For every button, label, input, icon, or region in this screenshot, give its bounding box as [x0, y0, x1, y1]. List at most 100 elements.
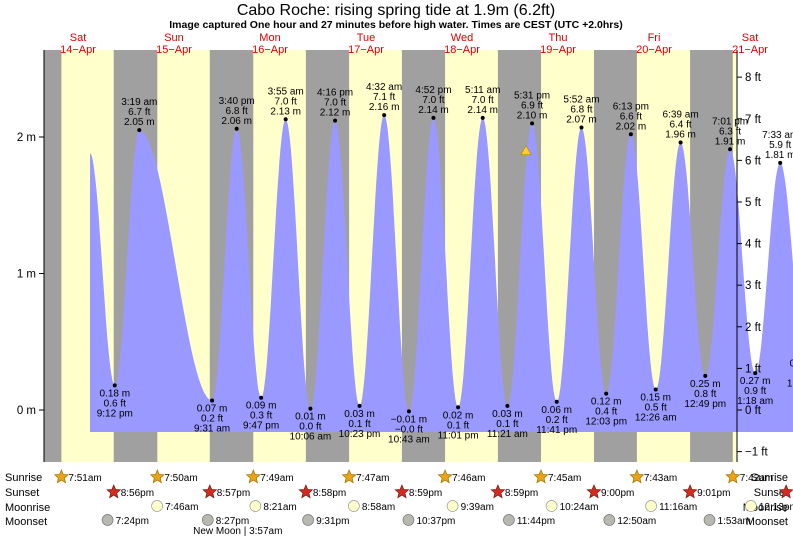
- high-tide-metres: 2.10 m: [517, 110, 548, 121]
- high-tide-metres: 2.14 m: [418, 105, 449, 116]
- high-tide-point: [628, 132, 633, 137]
- right-tick-label: 6 ft: [745, 155, 762, 167]
- sunset-time: 8:58pm: [313, 488, 346, 499]
- high-tide-time: 4:52 pm: [415, 85, 451, 96]
- low-tide-time: 1:44 pm: [787, 378, 793, 389]
- low-tide-point: [554, 399, 559, 404]
- high-tide-point: [678, 140, 683, 145]
- high-tide-point: [234, 126, 239, 131]
- high-tide-time: 6:39 am: [663, 109, 699, 120]
- high-tide-feet: 6.3 ft: [719, 126, 741, 137]
- right-tick-label: 1 ft: [745, 363, 762, 375]
- low-tide-metres: 0.09 m: [246, 401, 277, 412]
- low-tide-point: [308, 406, 313, 411]
- moonrise-time: 8:58am: [362, 502, 395, 513]
- sunrise-time: 7:45am: [548, 473, 581, 484]
- high-tide-feet: 6.6 ft: [620, 111, 642, 122]
- high-tide-metres: 2.07 m: [566, 114, 597, 125]
- day-headers: Sat14−AprSun15−AprMon16−AprTue17−AprWed1…: [60, 32, 768, 56]
- day-name-label: Sun: [164, 32, 184, 44]
- day-date-label: 16−Apr: [252, 44, 288, 56]
- low-tide-point: [703, 373, 708, 378]
- right-tick-label: 2 ft: [745, 322, 762, 334]
- right-tick-label: 7 ft: [745, 114, 762, 126]
- day-name-label: Sat: [742, 32, 759, 44]
- high-tide-metres: 1.81 m: [765, 150, 793, 161]
- sunset-time: 8:59pm: [505, 488, 538, 499]
- right-tick-label: 0 ft: [745, 405, 762, 417]
- new-moon-label: New Moon | 3:57am: [193, 526, 282, 537]
- day-name-label: Sat: [70, 32, 87, 44]
- high-tide-time: 6:13 pm: [613, 101, 649, 112]
- low-tide-time: 9:12 pm: [97, 408, 133, 419]
- moonset-time: 10:37pm: [416, 516, 455, 527]
- sunset-icon: [490, 484, 506, 499]
- high-tide-point: [480, 115, 485, 120]
- sunrise-icon: [149, 469, 165, 484]
- low-tide-feet: 0.3 ft: [250, 411, 272, 422]
- sunset-time: 9:00pm: [601, 488, 634, 499]
- low-tide-feet: 0.6 ft: [104, 398, 126, 409]
- high-tide-metres: 2.06 m: [221, 116, 252, 127]
- high-tide-time: 3:40 pm: [219, 96, 255, 107]
- low-tide-feet: −0.0 ft: [395, 424, 423, 435]
- tide-area: [90, 115, 793, 432]
- low-tide-point: [653, 387, 658, 392]
- day-date-label: 21−Apr: [732, 44, 768, 56]
- moonrise-icon: [446, 500, 459, 512]
- moonset-icon: [302, 514, 314, 526]
- moonset-icon: [101, 514, 114, 526]
- low-tide-point: [357, 403, 362, 408]
- right-tick-label: −1 ft: [745, 447, 769, 459]
- extreme-labels: 0.18 m0.6 ft9:12 pm 3:19 am6.7 ft2.05 m 0.…: [97, 82, 793, 445]
- high-tide-feet: 7.1 ft: [373, 92, 395, 103]
- sunset-row-label-left: Sunset: [5, 487, 39, 499]
- chart-subtitle: Image captured One hour and 27 minutes b…: [169, 19, 622, 31]
- sunrise-icon: [725, 469, 741, 484]
- high-tide-point: [283, 117, 288, 122]
- plot-area: [44, 50, 793, 462]
- low-tide-metres: 0.03 m: [492, 409, 523, 420]
- moonrise-icon: [249, 500, 262, 512]
- sunrise-time: 7:46am: [452, 473, 485, 484]
- moonrise-time: 7:46am: [165, 502, 198, 513]
- low-tide-point: [210, 398, 215, 403]
- sunrise-row-label-right: Sunrise: [751, 472, 788, 484]
- high-tide-point: [382, 113, 387, 118]
- low-tide-metres: −0.01 m: [391, 414, 427, 425]
- day-name-label: Mon: [259, 32, 280, 44]
- low-tide-metres: 0.03 m: [344, 409, 375, 420]
- high-tide-point: [530, 121, 535, 126]
- high-tide-point: [728, 147, 733, 152]
- high-tide-metres: 2.14 m: [467, 105, 498, 116]
- high-tide-feet: 7.0 ft: [324, 98, 346, 109]
- low-tide-metres: 0.01 m: [295, 412, 326, 423]
- low-tide-time: 12:26 am: [635, 413, 677, 424]
- low-tide-metres: 0.12 m: [591, 397, 622, 408]
- high-tide-time: 5:31 pm: [514, 90, 550, 101]
- sunrise-icon: [53, 469, 69, 484]
- day-date-label: 15−Apr: [156, 44, 192, 56]
- moonset-icon: [402, 514, 415, 526]
- low-tide-time: 1:18 am: [737, 396, 773, 407]
- high-tide-feet: 6.8 ft: [570, 104, 592, 115]
- high-tide-feet: 7.0 ft: [422, 95, 444, 106]
- high-tide-feet: 6.4 ft: [669, 119, 691, 130]
- high-tide-time: 5:52 am: [563, 94, 599, 105]
- sunrise-icon: [341, 469, 357, 484]
- sunrise-time: 7:50am: [164, 473, 197, 484]
- low-tide-point: [259, 395, 264, 400]
- sunrise-time: 7:49am: [260, 473, 293, 484]
- low-tide-feet: 0.0 ft: [299, 422, 321, 433]
- day-date-label: 18−Apr: [444, 44, 480, 56]
- moonset-icon: [703, 514, 716, 526]
- low-tide-metres: 0.40 m: [790, 358, 793, 369]
- low-tide-point: [753, 371, 758, 376]
- high-tide-feet: 6.9 ft: [521, 100, 543, 111]
- sunrise-icon: [629, 469, 645, 484]
- day-date-label: 19−Apr: [540, 44, 576, 56]
- left-tick-label: 0 m: [17, 405, 36, 417]
- low-tide-metres: 0.25 m: [690, 379, 721, 390]
